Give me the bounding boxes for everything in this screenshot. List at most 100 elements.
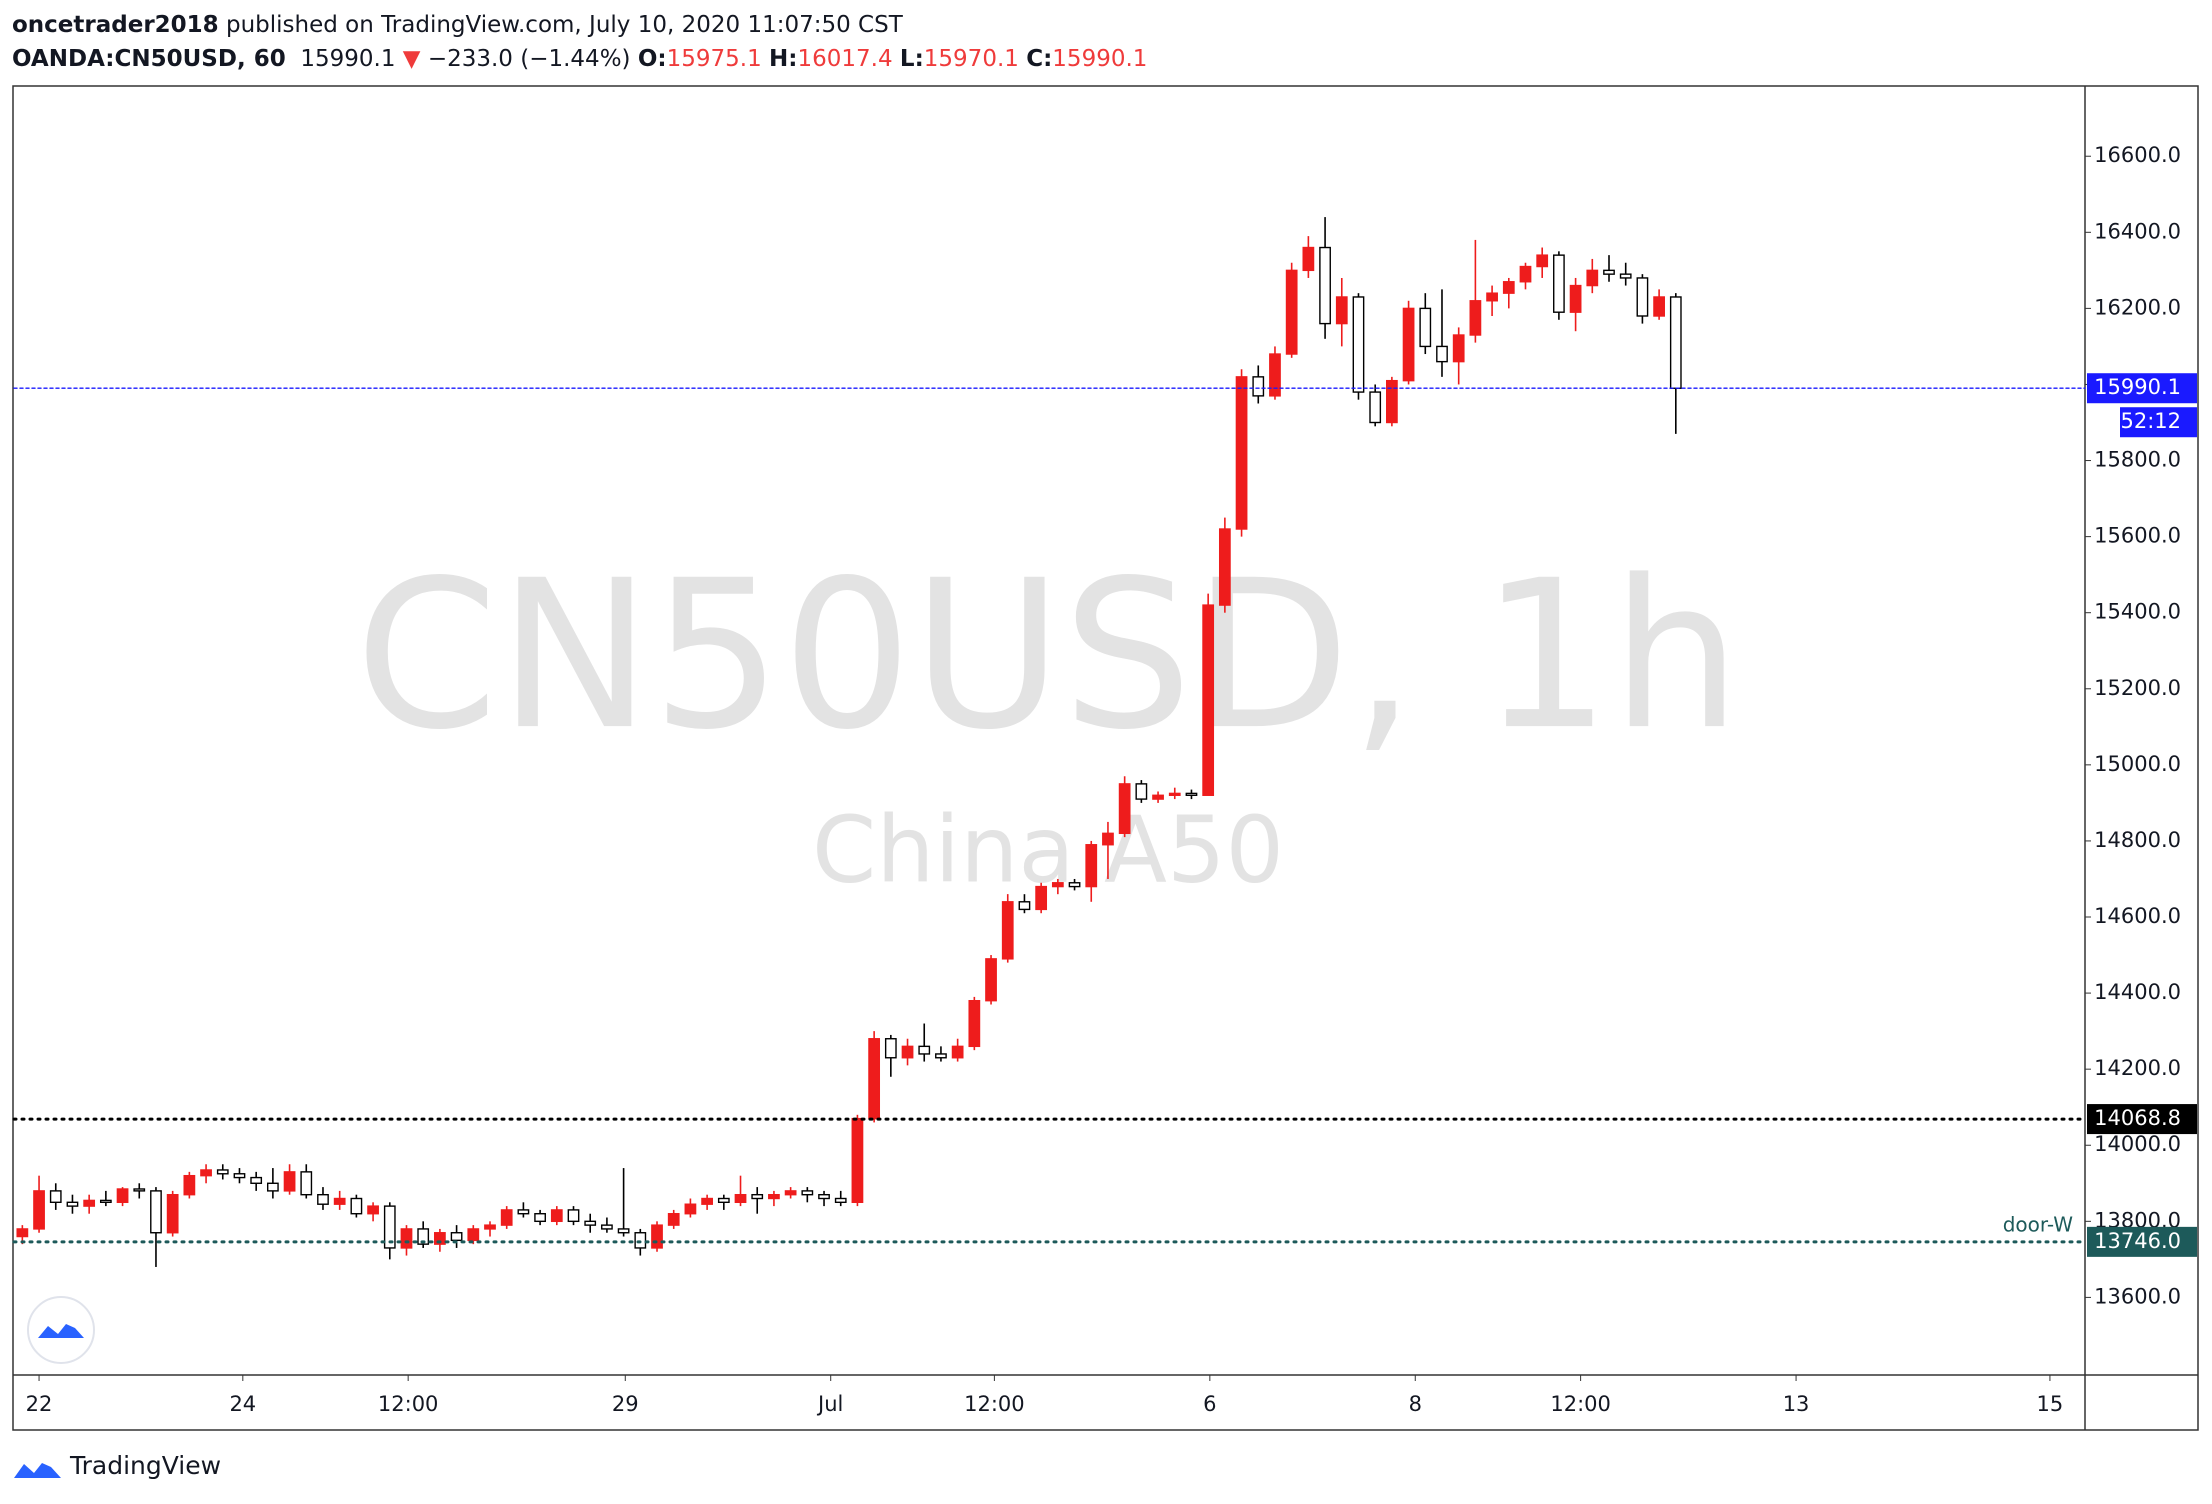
candle-body (333, 1197, 346, 1205)
author: oncetrader2018 (12, 12, 219, 38)
x-tick-label: 12:00 (378, 1392, 439, 1416)
candle-body (1569, 284, 1582, 313)
countdown: 52:12 (2120, 409, 2181, 433)
candle-body (1335, 296, 1348, 325)
candle-body (1419, 307, 1432, 348)
candle-body (851, 1117, 864, 1204)
y-tick-label: 14800.0 (2094, 828, 2181, 852)
y-tick-label: 15600.0 (2094, 524, 2181, 548)
c-label: C: (1026, 46, 1053, 72)
candle-body (1502, 281, 1515, 294)
candle-body (1553, 254, 1565, 313)
candle-body (1386, 379, 1398, 424)
candle-body (784, 1190, 797, 1196)
candle-body (584, 1220, 597, 1226)
candle-body (83, 1199, 96, 1207)
candle-body (367, 1205, 379, 1215)
countdown-box (2120, 407, 2197, 438)
price-label-box (2087, 373, 2197, 404)
candle-body (1653, 296, 1665, 317)
candle-body (1536, 254, 1549, 268)
candle-body (1085, 844, 1098, 888)
candle-body (1402, 307, 1415, 382)
candle-body (1452, 334, 1465, 363)
y-tick-label: 14600.0 (2094, 904, 2181, 928)
candle-body (1051, 882, 1064, 888)
y-tick-label: 14000.0 (2094, 1132, 2181, 1156)
candle-body (834, 1197, 847, 1204)
candle-body (16, 1228, 29, 1238)
candle-body (1035, 885, 1048, 911)
candle-body (1118, 783, 1131, 835)
price-label-box (2087, 1104, 2197, 1135)
candle-body (1636, 277, 1649, 317)
price-label-box (2087, 1226, 2197, 1257)
candle-body (1352, 296, 1365, 393)
logo (27, 1296, 95, 1364)
high: 16017.4 (797, 46, 893, 72)
candle-body (1603, 269, 1615, 275)
candle-body (1018, 901, 1031, 911)
candle-body (1436, 345, 1448, 363)
price-label: 14068.8 (2094, 1106, 2181, 1130)
candle-body (116, 1188, 129, 1204)
candle-body (534, 1213, 546, 1223)
candle-body (550, 1209, 563, 1223)
x-tick-label: 24 (229, 1392, 256, 1416)
x-tick-label: 15 (2037, 1392, 2064, 1416)
low: 15970.1 (923, 46, 1019, 72)
candle-body (634, 1232, 647, 1249)
candle-body (617, 1228, 630, 1234)
candle-body (1185, 792, 1198, 796)
candle-body (918, 1045, 931, 1055)
candle-body (400, 1228, 413, 1249)
candle-body (417, 1228, 430, 1245)
candle-body (1001, 901, 1014, 960)
candle-body (517, 1209, 530, 1215)
candle-body (434, 1232, 446, 1245)
candle-body (66, 1201, 79, 1207)
candle-body (751, 1193, 764, 1200)
candle-body (734, 1193, 747, 1204)
candle-body (667, 1213, 680, 1226)
candle-body (1269, 353, 1281, 397)
candle-body (818, 1193, 830, 1200)
candle-body (1669, 296, 1682, 389)
symbol: OANDA:CN50USD, 60 (12, 46, 286, 72)
candle-body (1152, 794, 1164, 800)
l-label: L: (899, 46, 924, 72)
candle-body (1586, 269, 1599, 287)
candle-body (166, 1193, 179, 1234)
candle-body (1168, 792, 1181, 796)
candle-body (985, 958, 997, 1002)
candle-body (266, 1182, 279, 1192)
x-tick-label: 22 (26, 1392, 53, 1416)
candle-body (99, 1199, 112, 1204)
candle-body (1619, 273, 1632, 279)
x-tick-label: 12:00 (1550, 1392, 1611, 1416)
header-line: oncetrader2018 published on TradingView.… (12, 8, 1147, 42)
candle-body (200, 1169, 212, 1177)
candle-body (1302, 246, 1315, 272)
y-tick-label: 16200.0 (2094, 295, 2181, 319)
candle-body (901, 1045, 914, 1059)
y-tick-label: 14400.0 (2094, 980, 2181, 1004)
y-tick-label: 15200.0 (2094, 676, 2181, 700)
candle-body (717, 1197, 730, 1204)
candle-body (500, 1209, 513, 1226)
y-tick-label: 14200.0 (2094, 1056, 2181, 1080)
candle-body (1486, 292, 1498, 302)
last-price: 15990.1 (300, 46, 396, 72)
candle-body (1102, 832, 1114, 846)
y-tick-label: 16400.0 (2094, 219, 2181, 243)
arrow: ▼ (402, 46, 421, 72)
candle-body (1218, 528, 1231, 606)
y-tick-label: 15800.0 (2094, 448, 2181, 472)
candle-body (1319, 246, 1331, 325)
candle-body (768, 1193, 780, 1200)
x-tick-label: 6 (1203, 1392, 1216, 1416)
change: −233.0 (−1.44%) (427, 46, 631, 72)
published: published on TradingView.com, July 10, 2… (226, 12, 903, 38)
candle-body (801, 1190, 814, 1196)
